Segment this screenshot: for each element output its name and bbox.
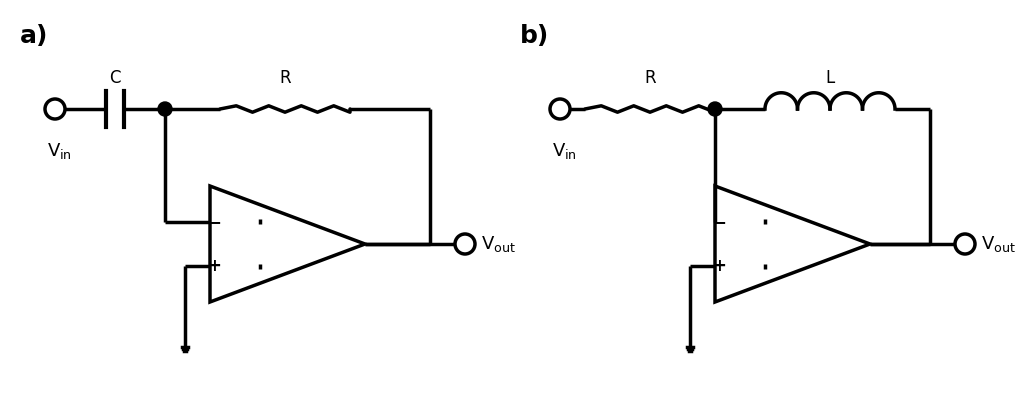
Text: R: R: [280, 69, 291, 87]
Text: −: −: [207, 213, 221, 231]
Text: +: +: [207, 257, 221, 275]
Text: −: −: [712, 213, 726, 231]
Text: b): b): [520, 24, 549, 48]
Circle shape: [708, 102, 722, 116]
Text: +: +: [712, 257, 726, 275]
Text: V$_{\mathregular{in}}$: V$_{\mathregular{in}}$: [552, 141, 577, 161]
Text: C: C: [110, 69, 121, 87]
Circle shape: [158, 102, 172, 116]
Text: L: L: [825, 69, 835, 87]
Text: V$_{\mathregular{in}}$: V$_{\mathregular{in}}$: [47, 141, 72, 161]
Text: V$_{\mathregular{out}}$: V$_{\mathregular{out}}$: [481, 234, 516, 254]
Text: R: R: [644, 69, 655, 87]
Text: a): a): [20, 24, 48, 48]
Text: V$_{\mathregular{out}}$: V$_{\mathregular{out}}$: [981, 234, 1016, 254]
